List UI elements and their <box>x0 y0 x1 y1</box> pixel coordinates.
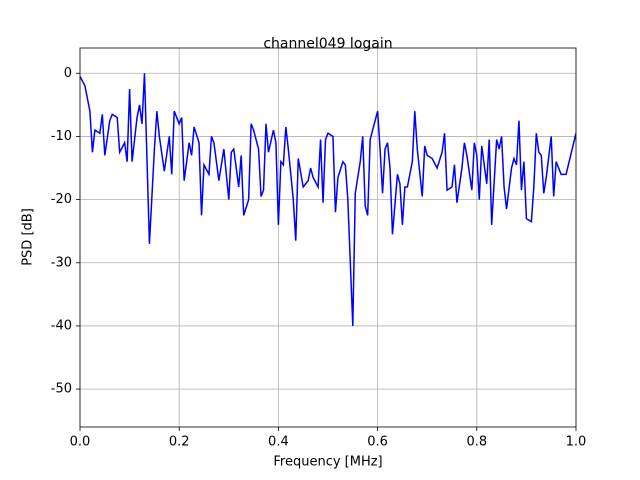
data-line <box>80 73 576 326</box>
y-axis-label: PSD [dB] <box>21 208 36 266</box>
x-tick-label: 0.2 <box>169 435 190 450</box>
y-tick-label: 0 <box>64 66 72 81</box>
y-tick-label: -20 <box>51 192 72 207</box>
y-tick-label: -50 <box>51 382 72 397</box>
y-tick-label: -40 <box>51 318 72 333</box>
y-tick-label: -10 <box>51 129 72 144</box>
x-tick-label: 0.8 <box>466 435 487 450</box>
x-axis-label: Frequency [MHz] <box>273 455 382 470</box>
x-tick-label: 1.0 <box>566 435 587 450</box>
chart-title: channel049 logain <box>263 36 392 52</box>
x-tick-label: 0.4 <box>268 435 289 450</box>
x-tick-label: 0.6 <box>367 435 388 450</box>
axes-frame <box>79 47 577 428</box>
y-tick-label: -30 <box>51 255 72 270</box>
x-tick-label: 0.0 <box>70 435 91 450</box>
